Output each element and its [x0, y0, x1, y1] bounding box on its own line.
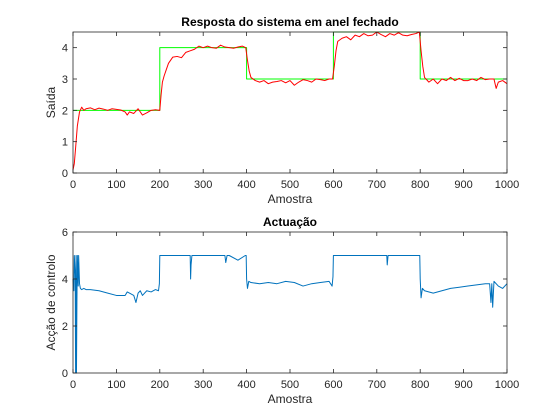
- y-axis-label: Saída: [44, 86, 58, 118]
- x-axis-label: Amostra: [268, 392, 313, 406]
- x-tick-label: 800: [411, 379, 429, 391]
- axes-box: [72, 31, 508, 174]
- series-line-0: [72, 255, 508, 374]
- series-line-0: [73, 31, 507, 111]
- x-tick-label: 0: [70, 179, 76, 191]
- x-tick-label: 600: [324, 379, 342, 391]
- y-tick-label: 1: [62, 137, 68, 149]
- x-tick-label: 900: [454, 379, 472, 391]
- x-tick-label: 200: [151, 379, 169, 391]
- x-tick-label: 500: [281, 379, 299, 391]
- y-tick-label: 3: [62, 74, 68, 86]
- chart-title: Actuação: [263, 215, 317, 229]
- y-axis-label: Acção de controlo: [44, 254, 58, 350]
- y-tick-label: 4: [62, 274, 68, 286]
- x-tick-label: 1000: [495, 179, 519, 191]
- chart-actuation: Actuação Amostra Acção de controlo 0 100 2…: [44, 215, 519, 406]
- y-tick-label: 6: [62, 227, 68, 239]
- y-tick-label: 0: [62, 368, 68, 380]
- x-tick-label: 300: [194, 179, 212, 191]
- x-tick-label: 300: [194, 379, 212, 391]
- axes-box: [72, 231, 508, 374]
- chart-title: Resposta do sistema em anel fechado: [181, 15, 398, 29]
- x-tick-label: 500: [281, 179, 299, 191]
- y-tick-label: 4: [62, 43, 68, 55]
- x-axis-label: Amostra: [268, 192, 313, 206]
- x-tick-label: 700: [368, 379, 386, 391]
- x-tick-label: 600: [324, 179, 342, 191]
- x-tick-label: 0: [70, 379, 76, 391]
- x-tick-label: 400: [237, 379, 255, 391]
- y-tick-label: 2: [62, 105, 68, 117]
- y-tick-label: 0: [62, 168, 68, 180]
- x-tick-label: 1000: [495, 379, 519, 391]
- y-tick-label: 2: [62, 321, 68, 333]
- x-tick-label: 900: [454, 179, 472, 191]
- x-tick-label: 100: [107, 179, 125, 191]
- x-tick-label: 800: [411, 179, 429, 191]
- chart-closed-loop-response: Resposta do sistema em anel fechado Amos…: [44, 15, 519, 206]
- series-line-1: [72, 31, 508, 170]
- x-tick-label: 400: [237, 179, 255, 191]
- x-tick-label: 200: [151, 179, 169, 191]
- x-tick-label: 700: [368, 179, 386, 191]
- x-tick-label: 100: [107, 379, 125, 391]
